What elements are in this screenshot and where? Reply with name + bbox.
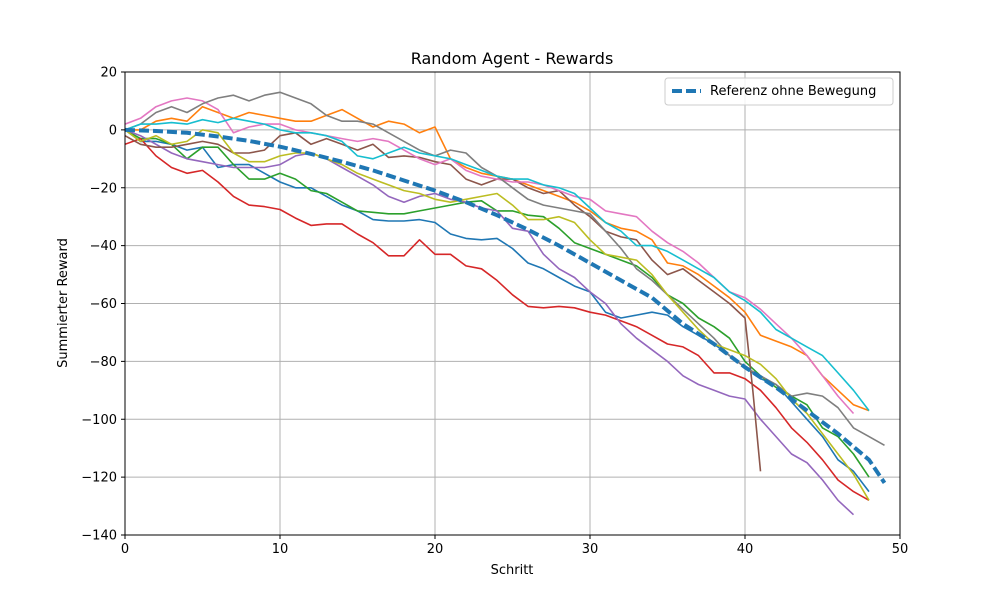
x-tick-label: 30	[582, 542, 599, 557]
x-tick-label: 40	[737, 542, 754, 557]
chart-title: Random Agent - Rewards	[411, 49, 614, 68]
y-tick-label: −120	[81, 471, 117, 486]
legend-reference-label: Referenz ohne Bewegung	[710, 84, 876, 99]
y-tick-label: −100	[81, 413, 117, 428]
y-tick-label: 0	[109, 123, 117, 138]
legend-box	[664, 77, 894, 106]
series-line-9	[124, 129, 870, 501]
y-tick-label: −140	[81, 529, 117, 544]
y-tick-label: 20	[100, 66, 117, 81]
series-line-10	[124, 117, 870, 412]
x-tick-label: 10	[272, 542, 289, 557]
y-axis-label: Summierter Reward	[56, 238, 71, 368]
axis-ticks: 0 10 20 30 40 50 20 0 −20 −40 −60 −80 −100 −120 −140	[81, 66, 908, 558]
y-tick-label: −20	[90, 181, 117, 196]
y-tick-label: −80	[90, 355, 117, 370]
y-tick-label: −60	[90, 297, 117, 312]
y-tick-label: −40	[90, 239, 117, 254]
x-tick-label: 20	[427, 542, 444, 557]
series-layer	[124, 91, 887, 516]
x-axis-label: Schritt	[491, 563, 534, 578]
x-tick-label: 50	[892, 542, 909, 557]
legend: Referenz ohne Bewegung	[664, 77, 894, 106]
reference-line	[124, 127, 887, 485]
series-line-5	[124, 129, 855, 516]
x-tick-label: 0	[121, 542, 129, 557]
series-line-4	[124, 137, 870, 501]
